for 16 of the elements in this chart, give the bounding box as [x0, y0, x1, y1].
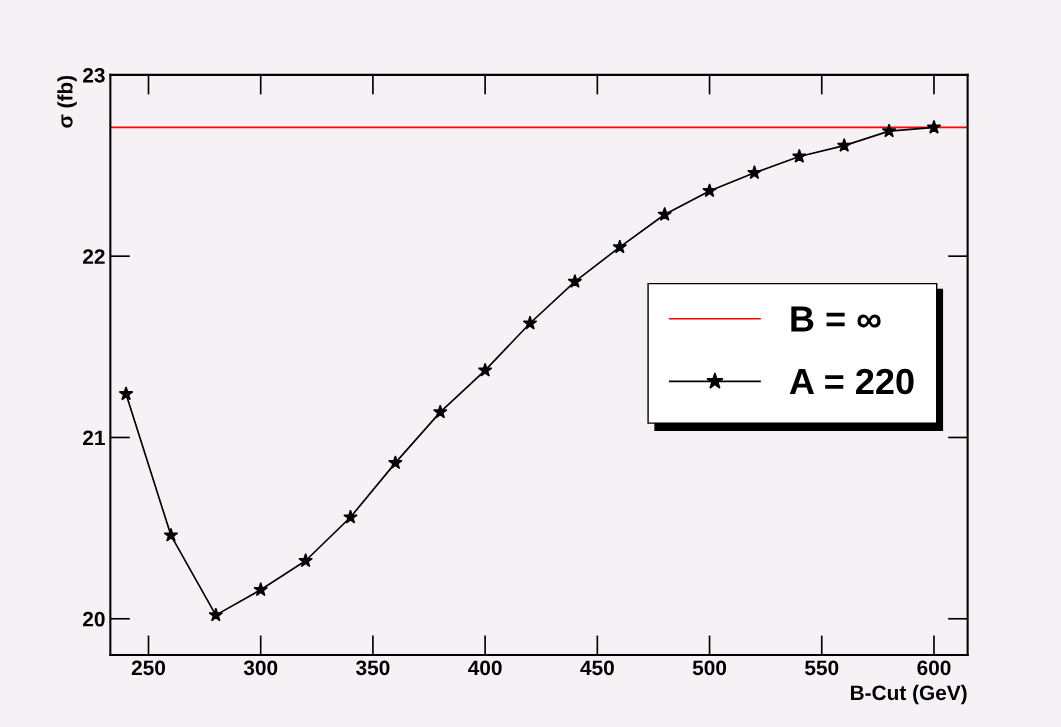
legend-label: A = 220 [789, 368, 914, 395]
x-axis-title: B-Cut (GeV) [850, 684, 967, 705]
legend-label: B = ∞ [791, 306, 881, 332]
x-tick-label: 400 [468, 660, 502, 676]
y-tick-label: 20 [83, 611, 105, 627]
y-tick-label: 22 [83, 249, 105, 264]
x-tick-label: 600 [917, 660, 951, 676]
y-tick-label: 23 [83, 67, 105, 83]
x-tick-label: 350 [356, 660, 390, 676]
x-tick-label: 450 [580, 660, 614, 676]
x-tick-label: 500 [692, 660, 727, 676]
x-tick-label: 550 [805, 660, 839, 676]
y-axis-title: σ (fb) [57, 75, 77, 128]
y-tick-label: 21 [83, 430, 105, 446]
x-tick-label: 250 [131, 660, 166, 676]
x-tick-label: 300 [243, 660, 278, 676]
